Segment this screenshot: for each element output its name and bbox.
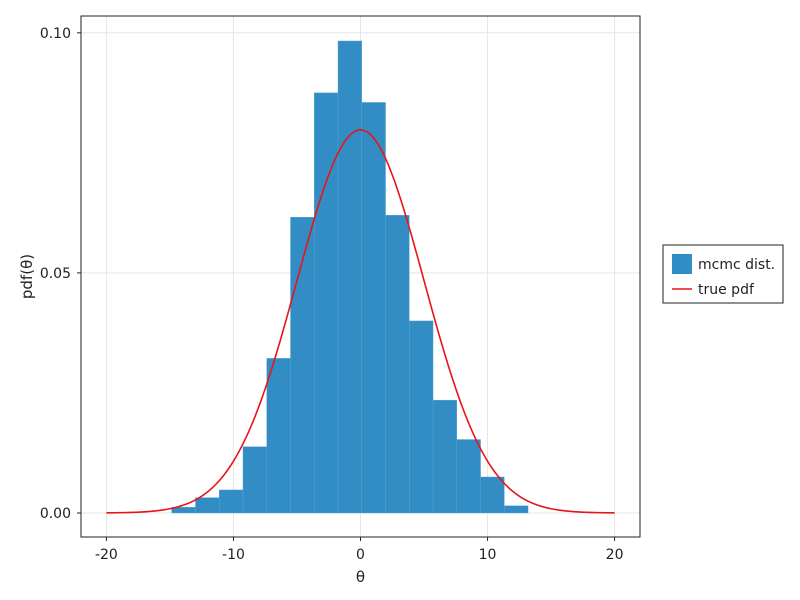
- histogram-bar: [314, 92, 339, 514]
- y-axis-label: pdf(θ): [18, 254, 36, 299]
- x-tick-label: 20: [606, 547, 624, 563]
- histogram-bar: [456, 439, 481, 514]
- histogram-bar: [242, 446, 267, 514]
- histogram-bar: [480, 476, 505, 514]
- legend-label-mcmc: mcmc dist.: [698, 257, 775, 273]
- histogram-bar: [361, 102, 386, 514]
- histogram-bar: [266, 358, 291, 514]
- histogram-bar: [337, 40, 362, 514]
- histogram-bar: [219, 489, 244, 514]
- y-tick-label: 0.10: [40, 26, 71, 42]
- y-tick-label: 0.00: [40, 506, 71, 522]
- x-tick-label: 0: [356, 547, 365, 563]
- x-axis-ticks: -20 -10 0 10 20: [95, 537, 624, 563]
- x-axis-label: θ: [356, 568, 365, 586]
- histogram-bars: [171, 40, 529, 514]
- x-tick-label: -20: [95, 547, 118, 563]
- legend-swatch-mcmc: [672, 254, 692, 274]
- x-tick-label: 10: [479, 547, 497, 563]
- histogram-bar: [385, 215, 410, 514]
- histogram-bar: [195, 497, 220, 514]
- y-axis-ticks: 0.00 0.05 0.10: [40, 26, 81, 522]
- histogram-bar: [409, 320, 434, 514]
- histogram-bar: [432, 399, 458, 514]
- legend: mcmc dist. true pdf: [662, 244, 784, 304]
- y-tick-label: 0.05: [40, 266, 71, 282]
- true-pdf-line: [106, 129, 615, 514]
- histogram-bar: [504, 505, 529, 514]
- legend-label-true-pdf: true pdf: [698, 282, 755, 298]
- x-tick-label: -10: [222, 547, 245, 563]
